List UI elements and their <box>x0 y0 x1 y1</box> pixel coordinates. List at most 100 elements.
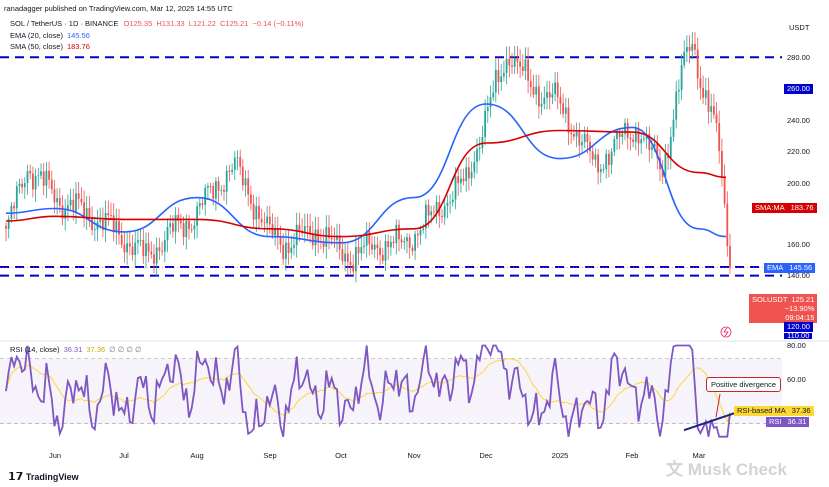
candle-body <box>330 237 333 240</box>
candle-body <box>115 221 118 233</box>
price-badge-value: 125.21 <box>791 295 815 304</box>
candle-body <box>15 186 18 209</box>
x-label: Dec <box>479 451 493 460</box>
candle-body <box>172 223 174 232</box>
symbol-name[interactable]: SOL / TetherUS · 1D · BINANCE <box>10 19 119 28</box>
candle-body <box>594 154 597 160</box>
candle-body <box>449 202 451 203</box>
candle-body <box>233 157 236 170</box>
ema-badge-name: EMA <box>767 263 784 272</box>
candle-body <box>613 139 616 152</box>
candle-body <box>306 226 309 227</box>
candle-body <box>64 209 67 219</box>
rsi-legend-settings[interactable]: ∅ ∅ ∅ ∅ <box>109 345 142 354</box>
candle-body <box>120 234 123 245</box>
candle-body <box>591 151 594 160</box>
candle-body <box>21 183 23 188</box>
candle-body <box>694 44 696 50</box>
watermark-text: 文 Musk Check <box>666 460 787 479</box>
candle-body <box>147 243 150 252</box>
candle-body <box>392 242 395 244</box>
candle-body <box>379 247 381 255</box>
candle-body <box>441 216 443 218</box>
candle-body <box>430 211 433 216</box>
candle-body <box>169 223 172 227</box>
candle-body <box>67 205 69 210</box>
candle-body <box>303 226 306 233</box>
candle-body <box>511 65 513 67</box>
candle-body <box>400 239 403 243</box>
candle-body <box>42 171 45 186</box>
level-badge-110: 110.00 <box>784 333 813 339</box>
x-label: Sep <box>263 451 277 460</box>
price-tick: 240.00 <box>787 116 810 125</box>
candle-body <box>155 247 158 264</box>
candle-body <box>406 237 408 242</box>
candle-body <box>653 143 656 148</box>
candle-body <box>153 254 155 264</box>
candle-body <box>196 206 198 226</box>
change-value: −0.14 (−0.11%) <box>252 19 304 28</box>
candle-body <box>381 254 384 261</box>
tv-logo-text: TradingView <box>25 472 79 482</box>
candle-body <box>680 65 683 91</box>
candle-body <box>102 219 104 231</box>
candle-body <box>605 153 608 169</box>
candle-body <box>182 223 185 237</box>
candle-body <box>131 246 134 255</box>
tradingview-logo[interactable]: 𝟭𝟳 TradingView <box>8 470 79 483</box>
sma-legend[interactable]: SMA (50, close) 183.76 <box>10 42 90 51</box>
candle-body <box>333 239 336 241</box>
candle-body <box>500 76 503 82</box>
candle-body <box>75 193 77 212</box>
alert-icon-bolt <box>723 327 729 337</box>
x-label: Aug <box>190 451 204 460</box>
publisher-line: ranadagger published on TradingView.com,… <box>4 4 233 13</box>
candle-body <box>134 242 137 255</box>
candle-body <box>597 154 599 173</box>
sma-badge-value: 183.76 <box>790 203 814 212</box>
candle-body <box>643 138 645 140</box>
candle-body <box>403 241 406 243</box>
candle-body <box>637 128 640 144</box>
candle-body <box>427 204 430 216</box>
candle-body <box>492 92 495 98</box>
candle-body <box>239 157 242 167</box>
candle-body <box>266 216 268 224</box>
rsi-legend-value: 36.31 <box>63 345 83 354</box>
divergence-annotation[interactable]: Positive divergence <box>706 377 782 392</box>
candle-body <box>556 82 559 98</box>
rsi-badge: RSI 36.31 <box>766 417 810 427</box>
candle-body <box>5 225 7 229</box>
ema-legend[interactable]: EMA (20, close) 145.56 <box>10 31 90 40</box>
price-axis-unit[interactable]: USDT <box>789 23 810 32</box>
candle-body <box>341 249 344 262</box>
sma-line <box>5 129 727 238</box>
candle-body <box>602 169 605 170</box>
candle-body <box>484 110 486 137</box>
candle-body <box>486 107 489 111</box>
candle-body <box>704 90 707 98</box>
candle-body <box>204 187 207 205</box>
sma-badge: SMA:MA 183.76 <box>752 203 817 213</box>
rsi-legend[interactable]: RSI (14, close) 36.31 37.36 ∅ ∅ ∅ ∅ <box>10 345 142 354</box>
candle-body <box>578 131 581 146</box>
candle-body <box>150 251 153 255</box>
candle-body <box>476 149 478 162</box>
candle-body <box>390 242 392 248</box>
candle-body <box>357 247 360 254</box>
candle-body <box>126 243 128 253</box>
candle-body <box>26 171 29 184</box>
candle-body <box>53 189 56 203</box>
candle-body <box>279 237 282 245</box>
candle-body <box>231 169 233 172</box>
candle-body <box>457 176 460 184</box>
candle-body <box>559 97 562 104</box>
candle-body <box>247 178 250 195</box>
candle-body <box>535 86 538 95</box>
candle-body <box>494 70 497 93</box>
rsi-tick: 60.00 <box>787 375 806 384</box>
x-label: Jul <box>119 451 129 460</box>
candle-body <box>519 61 521 67</box>
